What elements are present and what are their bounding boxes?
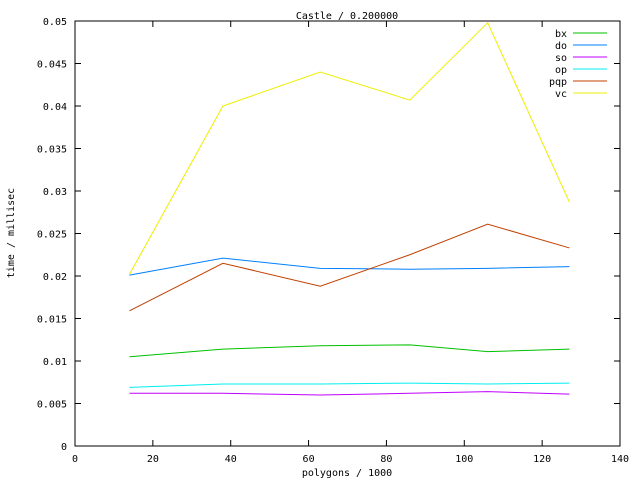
x-tick-label: 20: [147, 454, 159, 465]
y-tick-label: 0.04: [43, 102, 67, 113]
series-line-so: [129, 391, 570, 396]
plot-frame: [74, 20, 621, 447]
y-tick-label: 0.025: [37, 230, 67, 241]
y-tick-label: 0.035: [37, 145, 67, 156]
y-tick-label: 0.015: [37, 315, 67, 326]
y-axis-label: time / millisec: [6, 188, 17, 278]
legend-label-bx: bx: [555, 29, 567, 40]
x-tick-label: 140: [611, 454, 629, 465]
x-tick-label: 40: [225, 454, 237, 465]
x-tick-label: 120: [533, 454, 551, 465]
y-tick-label: 0.05: [43, 17, 67, 28]
y-tick-label: 0.03: [43, 187, 67, 198]
chart-title: Castle / 0.200000: [296, 11, 398, 22]
y-tick-label: 0: [61, 442, 67, 453]
series-line-op: [129, 382, 570, 388]
legend-label-op: op: [555, 65, 567, 76]
series-line-pqp: [129, 223, 570, 312]
series-line-bx: [129, 344, 570, 358]
legend-label-so: so: [555, 53, 567, 64]
x-tick-label: 60: [303, 454, 315, 465]
y-tick-label: 0.005: [37, 400, 67, 411]
x-tick-label: 80: [380, 454, 392, 465]
y-tick-label: 0.02: [43, 272, 67, 283]
legend-label-do: do: [555, 41, 567, 52]
x-tick-label: 100: [455, 454, 473, 465]
y-tick-label: 0.01: [43, 357, 67, 368]
legend-label-pqp: pqp: [549, 77, 567, 88]
legend-label-vc: vc: [555, 89, 567, 100]
x-axis-label: polygons / 1000: [302, 468, 392, 479]
y-tick-label: 0.045: [37, 60, 67, 71]
series-line-vc: [129, 21, 570, 275]
series-line-do: [129, 257, 570, 276]
x-tick-label: 0: [72, 454, 78, 465]
